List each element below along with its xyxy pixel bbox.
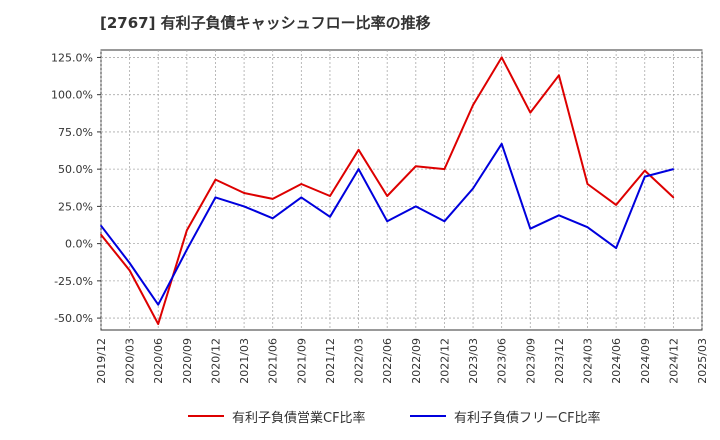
data-point	[643, 175, 646, 178]
y-tick-label: 100.0%	[51, 89, 93, 102]
data-point	[357, 168, 360, 170]
x-tick-label: 2023/09	[524, 338, 537, 384]
legend-label: 有利子負債フリーCF比率	[454, 410, 601, 426]
legend-swatch-red	[188, 415, 224, 417]
x-tick-label: 2020/06	[152, 338, 165, 384]
x-tick-label: 2022/03	[353, 338, 366, 384]
data-point	[586, 183, 589, 185]
data-point	[386, 220, 388, 223]
data-point	[100, 224, 102, 227]
x-tick-label: 2024/09	[639, 338, 652, 384]
legend-label: 有利子負債営業CF比率	[232, 410, 366, 426]
x-tick-label: 2021/03	[238, 338, 251, 384]
x-tick-label: 2020/09	[181, 338, 194, 384]
y-tick-label: 0.0%	[65, 238, 93, 251]
data-point	[214, 196, 217, 199]
data-point	[415, 205, 417, 208]
legend: 有利子負債営業CF比率 有利子負債フリーCF比率	[0, 404, 720, 428]
x-tick-label: 2022/09	[410, 338, 423, 384]
data-point	[443, 220, 446, 223]
data-point	[329, 195, 331, 197]
y-tick-label: -50.0%	[54, 312, 93, 325]
x-tick-label: 2021/06	[267, 338, 280, 384]
plot-frame	[100, 49, 703, 331]
y-axis: 125.0% 100.0% 75.0% 50.0% 25.0% 0.0% -25.0% -50…	[51, 51, 101, 325]
data-point	[586, 226, 589, 229]
x-tick-label: 2019/12	[95, 338, 108, 384]
data-point	[529, 227, 532, 230]
data-point	[157, 303, 160, 306]
x-tick-label: 2020/12	[209, 338, 222, 384]
data-point	[329, 216, 331, 218]
data-point	[672, 168, 675, 170]
data-point	[243, 205, 245, 208]
x-tick-label: 2023/12	[553, 338, 566, 384]
data-point	[243, 192, 245, 194]
x-axis: 2019/12 2020/03 2020/06 2020/09 2020/12 2021/…	[95, 338, 709, 384]
x-tick-label: 2024/03	[582, 338, 595, 384]
x-tick-label: 2024/12	[667, 338, 680, 384]
y-tick-label: 25.0%	[58, 200, 93, 213]
data-point	[529, 111, 532, 114]
data-point	[672, 196, 675, 199]
data-point	[415, 165, 417, 167]
x-tick-label: 2022/06	[381, 338, 394, 384]
data-point	[300, 196, 303, 199]
x-tick-label: 2022/12	[438, 338, 451, 384]
data-point	[472, 104, 474, 106]
data-point	[186, 229, 188, 232]
data-point	[443, 168, 446, 170]
x-tick-label: 2021/09	[295, 338, 308, 384]
x-tick-label: 2021/12	[324, 338, 337, 384]
data-point	[157, 323, 160, 325]
data-point	[500, 56, 503, 59]
x-tick-label: 2025/03	[696, 338, 709, 384]
data-point	[558, 74, 560, 77]
y-tick-label: -25.0%	[54, 275, 93, 288]
grid	[100, 49, 703, 331]
data-point	[472, 187, 474, 190]
data-point	[214, 178, 217, 181]
data-point	[615, 247, 617, 249]
data-point	[386, 195, 388, 197]
data-point	[615, 204, 617, 206]
data-point	[128, 262, 131, 264]
x-tick-label: 2020/03	[124, 338, 137, 384]
chart-title: [2767] 有利子負債キャッシュフロー比率の推移	[100, 14, 431, 32]
y-tick-label: 125.0%	[51, 51, 93, 64]
data-point	[186, 248, 188, 251]
data-point	[128, 269, 131, 272]
y-tick-label: 50.0%	[58, 163, 93, 176]
series-lines	[100, 56, 675, 325]
legend-swatch-blue	[410, 415, 446, 417]
data-point	[558, 214, 560, 217]
x-tick-label: 2024/06	[610, 338, 623, 384]
data-point	[300, 183, 303, 185]
data-point	[643, 169, 646, 172]
y-tick-label: 75.0%	[58, 126, 93, 139]
x-tick-label: 2023/03	[467, 338, 480, 384]
data-point	[271, 198, 274, 200]
legend-item-free-cf: 有利子負債フリーCF比率	[410, 404, 601, 428]
data-point	[500, 143, 503, 145]
data-point	[357, 148, 360, 151]
data-point	[271, 217, 274, 220]
legend-item-operating-cf: 有利子負債営業CF比率	[188, 404, 366, 428]
x-tick-label: 2023/06	[496, 338, 509, 384]
data-point	[100, 233, 102, 236]
